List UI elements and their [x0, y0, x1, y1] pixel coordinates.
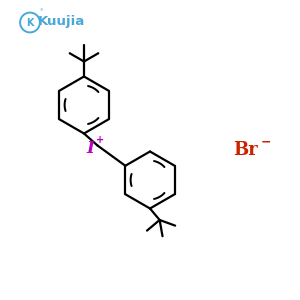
Text: Br: Br — [234, 141, 258, 159]
Text: I: I — [86, 140, 94, 157]
Text: +: + — [96, 135, 105, 145]
Text: −: − — [260, 136, 271, 149]
Text: K: K — [26, 17, 34, 28]
Text: °: ° — [39, 10, 43, 16]
Text: Kuujia: Kuujia — [38, 15, 85, 28]
